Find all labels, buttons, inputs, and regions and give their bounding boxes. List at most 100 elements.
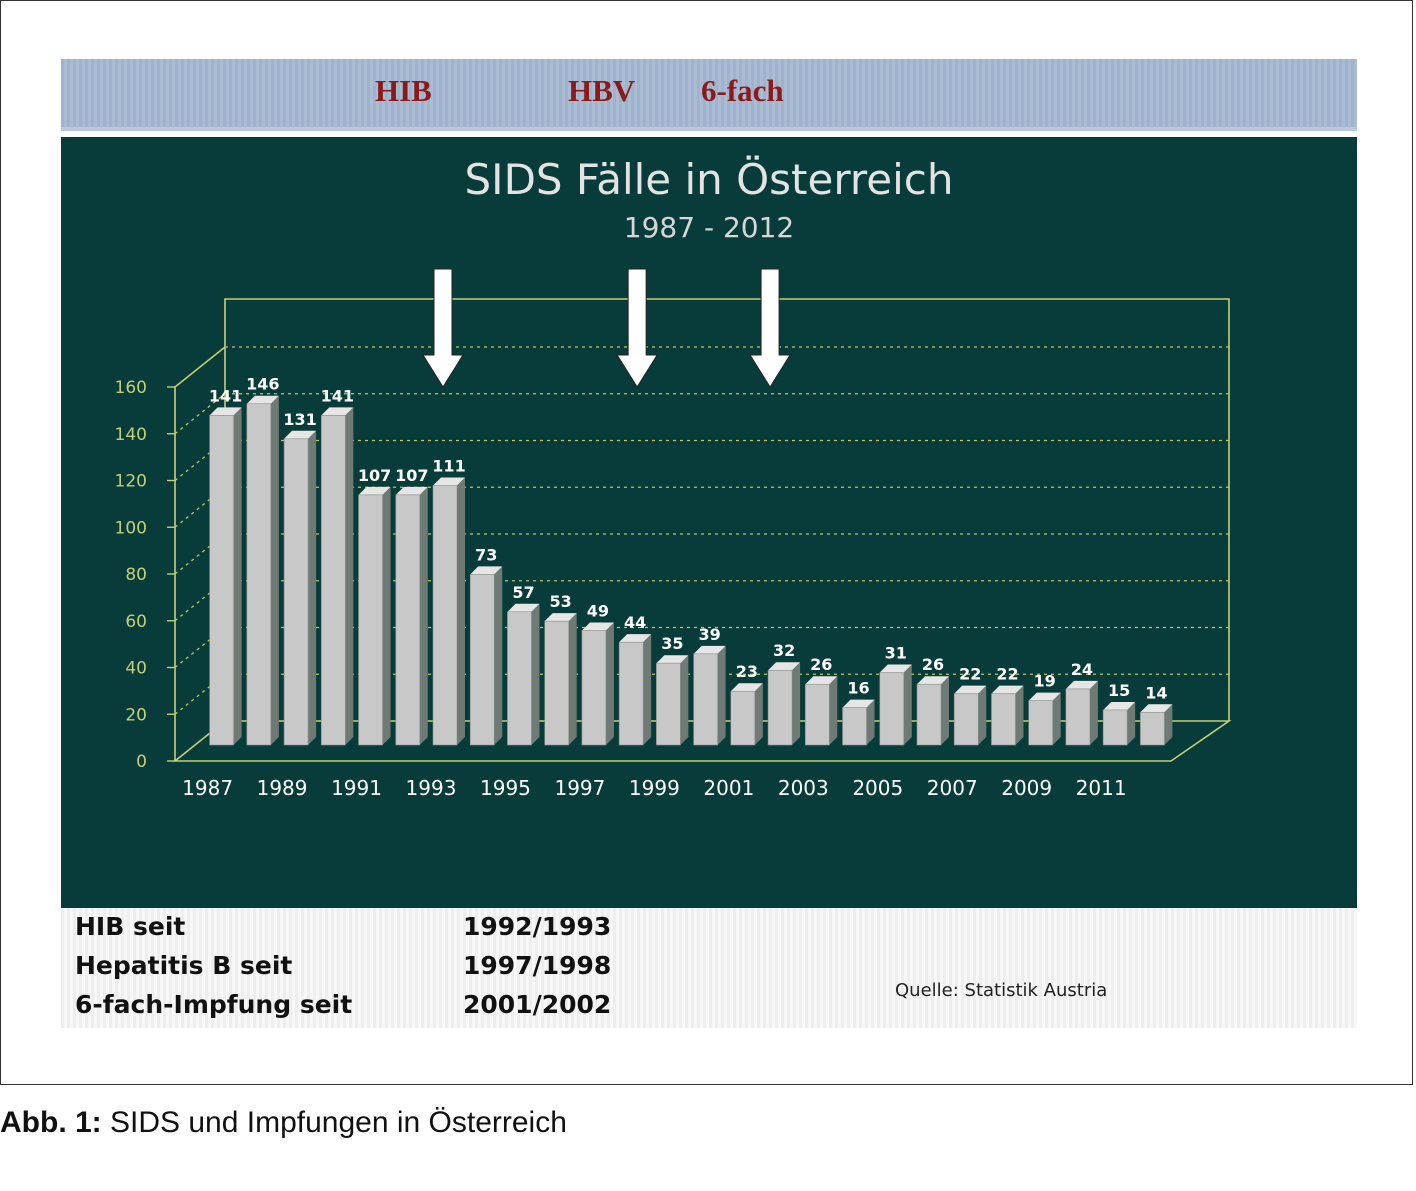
bar-top (1103, 701, 1136, 710)
banner-label-hbv: HBV (568, 73, 636, 108)
bar-side (1164, 704, 1173, 745)
data-label: 32 (773, 641, 795, 660)
y-tick-label: 0 (136, 752, 147, 772)
banner-label-6fach: 6-fach (701, 73, 784, 108)
y-tick-label: 40 (125, 659, 147, 679)
bar-side (792, 662, 801, 745)
bar-side (233, 407, 242, 745)
data-label: 111 (432, 457, 465, 476)
bar-side (457, 477, 465, 745)
bar (842, 707, 867, 746)
bar-side (866, 699, 875, 745)
bar-top (321, 407, 354, 416)
bar-top (470, 566, 503, 575)
bar-side (270, 395, 279, 745)
data-label: 141 (209, 386, 242, 405)
arrow-hib-icon (422, 268, 464, 388)
arrow-6-fach-icon (749, 268, 791, 388)
figure-caption: Abb. 1: SIDS und Impfungen in Österreich (0, 1106, 567, 1140)
bar-side (680, 655, 689, 745)
x-tick-label: 1995 (480, 776, 531, 800)
bar-top (246, 395, 279, 404)
chart-slide: SIDS Fälle in Österreich 1987 - 2012 0 20… (61, 137, 1357, 908)
data-label: 26 (810, 655, 832, 674)
bar (991, 693, 1016, 746)
bar (507, 611, 532, 746)
bar-side (1015, 685, 1024, 745)
data-label: 141 (321, 386, 354, 405)
x-tick-label: 1991 (331, 776, 382, 800)
bar (879, 672, 905, 746)
bar-top (581, 622, 614, 631)
data-label: 15 (1108, 681, 1130, 700)
bar-side (643, 634, 652, 745)
bar (656, 662, 681, 746)
data-label: 23 (736, 662, 758, 681)
bar (469, 574, 495, 746)
bar-side (978, 685, 987, 745)
bar-top (358, 486, 391, 495)
bar-side (1127, 701, 1136, 745)
legend-label-hepatitis-b: Hepatitis B seit (75, 951, 293, 980)
data-label: 44 (624, 613, 646, 632)
bar-top (730, 683, 763, 692)
bar-top (209, 407, 242, 416)
legend-value-6fach: 2001/2002 (463, 990, 612, 1019)
y-tick-label: 120 (115, 472, 147, 492)
bar (618, 641, 644, 746)
bar-side (754, 683, 763, 745)
x-tick-label: 1993 (406, 776, 457, 800)
bar-top (656, 655, 689, 664)
data-label: 39 (698, 625, 720, 644)
data-label: 24 (1071, 660, 1093, 679)
bar (395, 494, 421, 746)
bar-side (419, 486, 428, 745)
legend-label-6fach: 6-fach-Impfung seit (75, 990, 353, 1019)
bar-side (829, 676, 838, 745)
bar (805, 683, 830, 746)
x-tick-label: 1989 (257, 776, 308, 800)
caption-text: SIDS und Impfungen in Österreich (101, 1106, 567, 1139)
bar-side (1089, 680, 1098, 745)
bar-side (568, 613, 577, 745)
x-tick-label: 1999 (629, 776, 680, 800)
data-label: 146 (246, 375, 279, 394)
bar (246, 403, 272, 746)
bar-top (954, 685, 987, 694)
bar (767, 669, 793, 746)
caption-prefix: Abb. 1: (0, 1106, 102, 1139)
x-tick-label: 1987 (182, 776, 233, 800)
bar (321, 415, 346, 746)
bar-side (1052, 692, 1061, 745)
bar (730, 690, 756, 746)
bar-top (1028, 692, 1061, 701)
data-label: 16 (847, 679, 869, 698)
bar-top (991, 685, 1024, 694)
source-note: Quelle: Statistik Austria (895, 980, 1108, 1001)
arrow-hbv-icon (616, 268, 659, 388)
bar-side (903, 664, 912, 745)
bar-top (768, 662, 801, 671)
bar-top (693, 645, 726, 654)
data-label: 31 (885, 644, 907, 663)
bar (283, 438, 309, 746)
x-tick-label: 2009 (1001, 776, 1052, 800)
bar-side (345, 407, 354, 745)
bar (358, 494, 383, 746)
bar-side (605, 622, 614, 745)
data-label: 35 (661, 634, 683, 653)
bar-side (941, 676, 949, 745)
bar-top (619, 634, 652, 643)
bar-side (494, 566, 503, 745)
bar-top (805, 676, 838, 685)
chart-subtitle: 1987 - 2012 (623, 211, 795, 244)
bar-side (382, 486, 391, 745)
data-label: 57 (512, 583, 534, 602)
bar-side (308, 430, 317, 745)
y-tick-label: 160 (115, 378, 147, 398)
x-tick-label: 2011 (1076, 776, 1127, 800)
bar (209, 415, 234, 746)
data-label: 107 (358, 466, 391, 485)
bar (1102, 709, 1128, 746)
bar-top (395, 486, 428, 495)
